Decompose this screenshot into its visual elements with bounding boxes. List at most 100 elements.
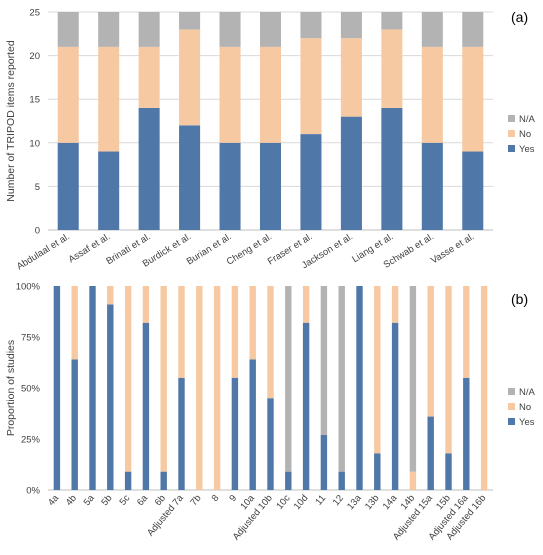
category-label: Abdulaal et al. [15,231,72,272]
bar-segment-yes [340,116,362,230]
bar-segment-no [179,29,201,126]
y-tick-label: 75% [21,333,41,344]
bar-segment-yes [421,142,443,230]
bar-segment-no [480,286,488,490]
bar-segment-no [196,286,203,490]
bar-segment-na [259,12,282,47]
bar-segment-no [142,286,150,323]
bar-segment-yes [142,322,150,490]
y-axis-title: Proportion of studies [5,340,17,436]
y-tick-label: 25% [21,435,41,446]
legend-swatch-na [508,115,515,122]
category-label: 4b [64,493,79,508]
bar-segment-no [462,46,484,152]
bar-segment-na [98,12,120,47]
bar-segment-no [160,286,167,472]
bar-segment-no [178,286,185,378]
bar-segment-yes [302,322,310,490]
panel-label: (a) [511,9,528,25]
bar-segment-na [57,12,79,47]
bar-segment-na [381,12,403,30]
bar-segment-yes [71,359,78,490]
y-tick-label: 100% [16,282,41,293]
category-label: 5c [118,493,133,508]
category-label: 13b [363,493,382,512]
bar-segment-yes [138,107,160,230]
bar-segment-yes [259,142,282,230]
bar-segment-no [340,38,362,117]
legend-swatch-yes [508,418,515,425]
y-axis-title: Number of TRIPOD items reported [5,40,17,202]
bar-segment-yes [374,453,381,490]
bar-segment-no [71,286,78,360]
bar-segment-no [391,286,399,323]
bar-segment-no [300,38,322,135]
bar-segment-no [138,46,160,108]
category-label: 5b [99,493,114,508]
bar-segment-no [213,286,221,490]
bar-segment-na [338,286,345,472]
legend-label-no: No [519,129,531,140]
bar-segment-yes [249,359,256,490]
bar-segment-no [427,286,434,417]
bar-segment-no [57,46,79,143]
category-label: 4a [46,492,62,508]
category-label: 8 [210,493,222,504]
category-label: 11 [313,493,328,508]
category-label: Vasse et al. [429,231,476,266]
bar-segment-yes [320,434,328,490]
y-tick-label: 5 [35,182,40,193]
y-tick-label: 0 [35,226,40,237]
category-label: 12 [331,493,346,508]
bar-segment-no [445,286,452,454]
category-label: 6a [135,492,151,508]
bar-segment-yes [267,398,274,490]
bar-segment-no [249,286,256,360]
bar-segment-yes [98,151,120,230]
y-tick-label: 0% [26,486,40,497]
bar-segment-na [320,286,328,435]
y-tick-label: 15 [29,95,40,106]
bar-segment-no [98,46,120,152]
category-label: Cheng et al. [225,231,274,267]
bar-segment-yes [53,286,61,490]
y-tick-label: 20 [29,51,40,62]
bar-segment-yes [462,151,484,230]
bar-segment-na [340,12,362,39]
bar-segment-na [409,286,417,472]
y-tick-label: 10 [29,138,40,149]
category-label: 9 [227,493,239,504]
bar-segment-no [259,46,282,143]
bar-segment-na [138,12,160,47]
bar-segment-no [124,286,132,472]
legend-label-no: No [519,402,531,413]
legend-label-na: N/A [519,114,536,125]
legend-swatch-na [508,388,515,395]
bar-segment-no [107,286,114,305]
bar-segment-yes [160,471,167,490]
bar-segment-no [374,286,381,454]
category-label: 5a [82,492,98,508]
legend-swatch-no [508,130,515,137]
bar-segment-yes [231,377,239,490]
bar-segment-yes [178,377,185,490]
bar-segment-yes [89,286,96,490]
bar-segment-no [267,286,274,399]
bar-segment-no [381,29,403,108]
bar-segment-yes [463,377,470,490]
legend-label-yes: Yes [519,417,535,428]
bar-segment-no [219,46,241,143]
bar-segment-yes [445,453,452,490]
legend-label-na: N/A [519,387,536,398]
bar-segment-no [409,471,417,490]
bar-segment-yes [300,134,322,230]
bar-segment-no [231,286,239,378]
bar-segment-yes [427,416,434,490]
bar-segment-na [219,12,241,47]
bar-segment-na [300,12,322,39]
category-label: 14a [381,492,400,512]
y-tick-label: 50% [21,384,41,395]
y-tick-label: 25 [29,8,40,19]
